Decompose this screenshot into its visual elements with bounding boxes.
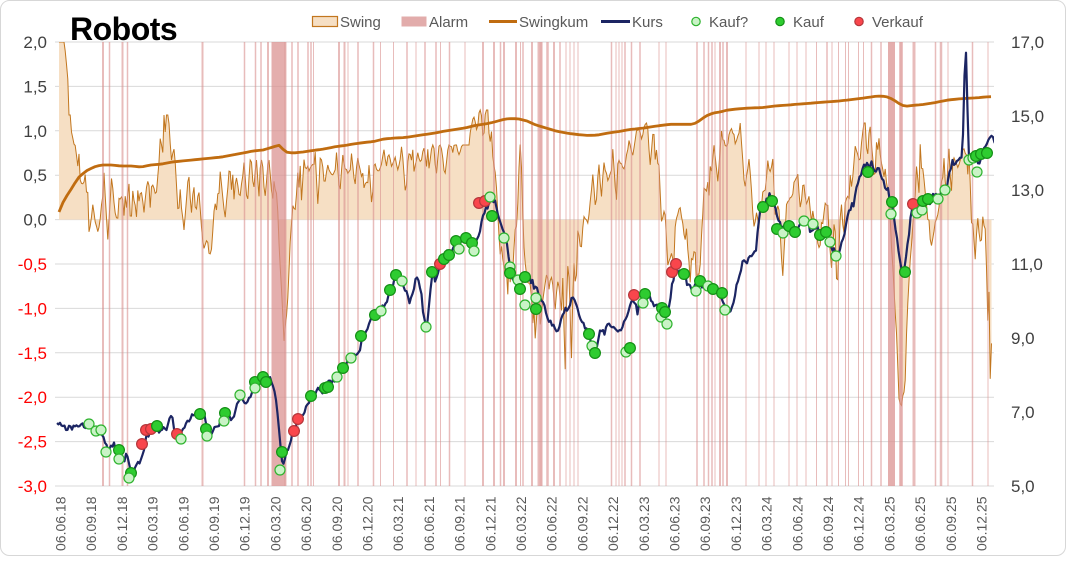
svg-text:06.06.19: 06.06.19 [175,496,191,551]
svg-text:Kurs: Kurs [632,14,663,31]
svg-text:-1,5: -1,5 [18,344,47,363]
svg-text:06.12.25: 06.12.25 [974,496,990,551]
svg-text:Swing: Swing [340,14,381,31]
svg-text:06.06.22: 06.06.22 [544,496,560,551]
svg-text:06.03.25: 06.03.25 [881,496,897,551]
svg-text:06.12.24: 06.12.24 [851,496,867,551]
svg-text:06.06.25: 06.06.25 [912,496,928,551]
svg-text:15,0: 15,0 [1011,107,1044,126]
svg-text:Robots: Robots [70,11,177,47]
svg-text:06.12.23: 06.12.23 [728,496,744,551]
svg-text:06.06.21: 06.06.21 [421,496,437,551]
svg-text:1,5: 1,5 [23,77,47,96]
svg-text:0,0: 0,0 [23,211,47,230]
svg-text:06.12.20: 06.12.20 [360,496,376,551]
svg-text:06.03.21: 06.03.21 [390,496,406,551]
svg-text:Kauf: Kauf [793,14,825,31]
svg-text:06.09.19: 06.09.19 [206,496,222,551]
svg-text:06.12.18: 06.12.18 [114,496,130,551]
svg-text:06.03.20: 06.03.20 [267,496,283,551]
svg-text:0,5: 0,5 [23,166,47,185]
svg-text:06.03.19: 06.03.19 [145,496,161,551]
svg-text:Verkauf: Verkauf [872,14,924,31]
svg-text:7,0: 7,0 [1011,403,1035,422]
svg-text:Kauf?: Kauf? [709,14,748,31]
svg-text:13,0: 13,0 [1011,181,1044,200]
svg-text:06.03.23: 06.03.23 [636,496,652,551]
svg-text:06.09.21: 06.09.21 [452,496,468,551]
svg-text:17,0: 17,0 [1011,33,1044,52]
svg-text:06.06.20: 06.06.20 [298,496,314,551]
svg-text:06.03.22: 06.03.22 [513,496,529,551]
svg-text:06.09.20: 06.09.20 [329,496,345,551]
svg-text:06.09.24: 06.09.24 [820,496,836,551]
svg-text:-2,5: -2,5 [18,433,47,452]
svg-text:06.12.22: 06.12.22 [605,496,621,551]
svg-text:06.12.19: 06.12.19 [237,496,253,551]
svg-text:06.09.25: 06.09.25 [943,496,959,551]
svg-text:-3,0: -3,0 [18,477,47,496]
svg-text:5,0: 5,0 [1011,477,1035,496]
svg-text:11,0: 11,0 [1011,255,1043,274]
svg-text:06.09.23: 06.09.23 [697,496,713,551]
svg-text:9,0: 9,0 [1011,329,1035,348]
svg-text:-0,5: -0,5 [18,255,47,274]
svg-text:-2,0: -2,0 [18,388,47,407]
svg-text:2,0: 2,0 [23,33,47,52]
svg-text:06.09.22: 06.09.22 [574,496,590,551]
svg-text:06.03.24: 06.03.24 [759,496,775,551]
svg-text:-1,0: -1,0 [18,299,47,318]
svg-text:06.06.18: 06.06.18 [53,496,69,551]
svg-text:06.06.24: 06.06.24 [789,496,805,551]
svg-text:06.09.18: 06.09.18 [83,496,99,551]
svg-text:06.06.23: 06.06.23 [667,496,683,551]
svg-text:Swingkum: Swingkum [519,14,588,31]
svg-text:Alarm: Alarm [429,14,468,31]
svg-text:06.12.21: 06.12.21 [482,496,498,551]
svg-text:1,0: 1,0 [23,122,47,141]
